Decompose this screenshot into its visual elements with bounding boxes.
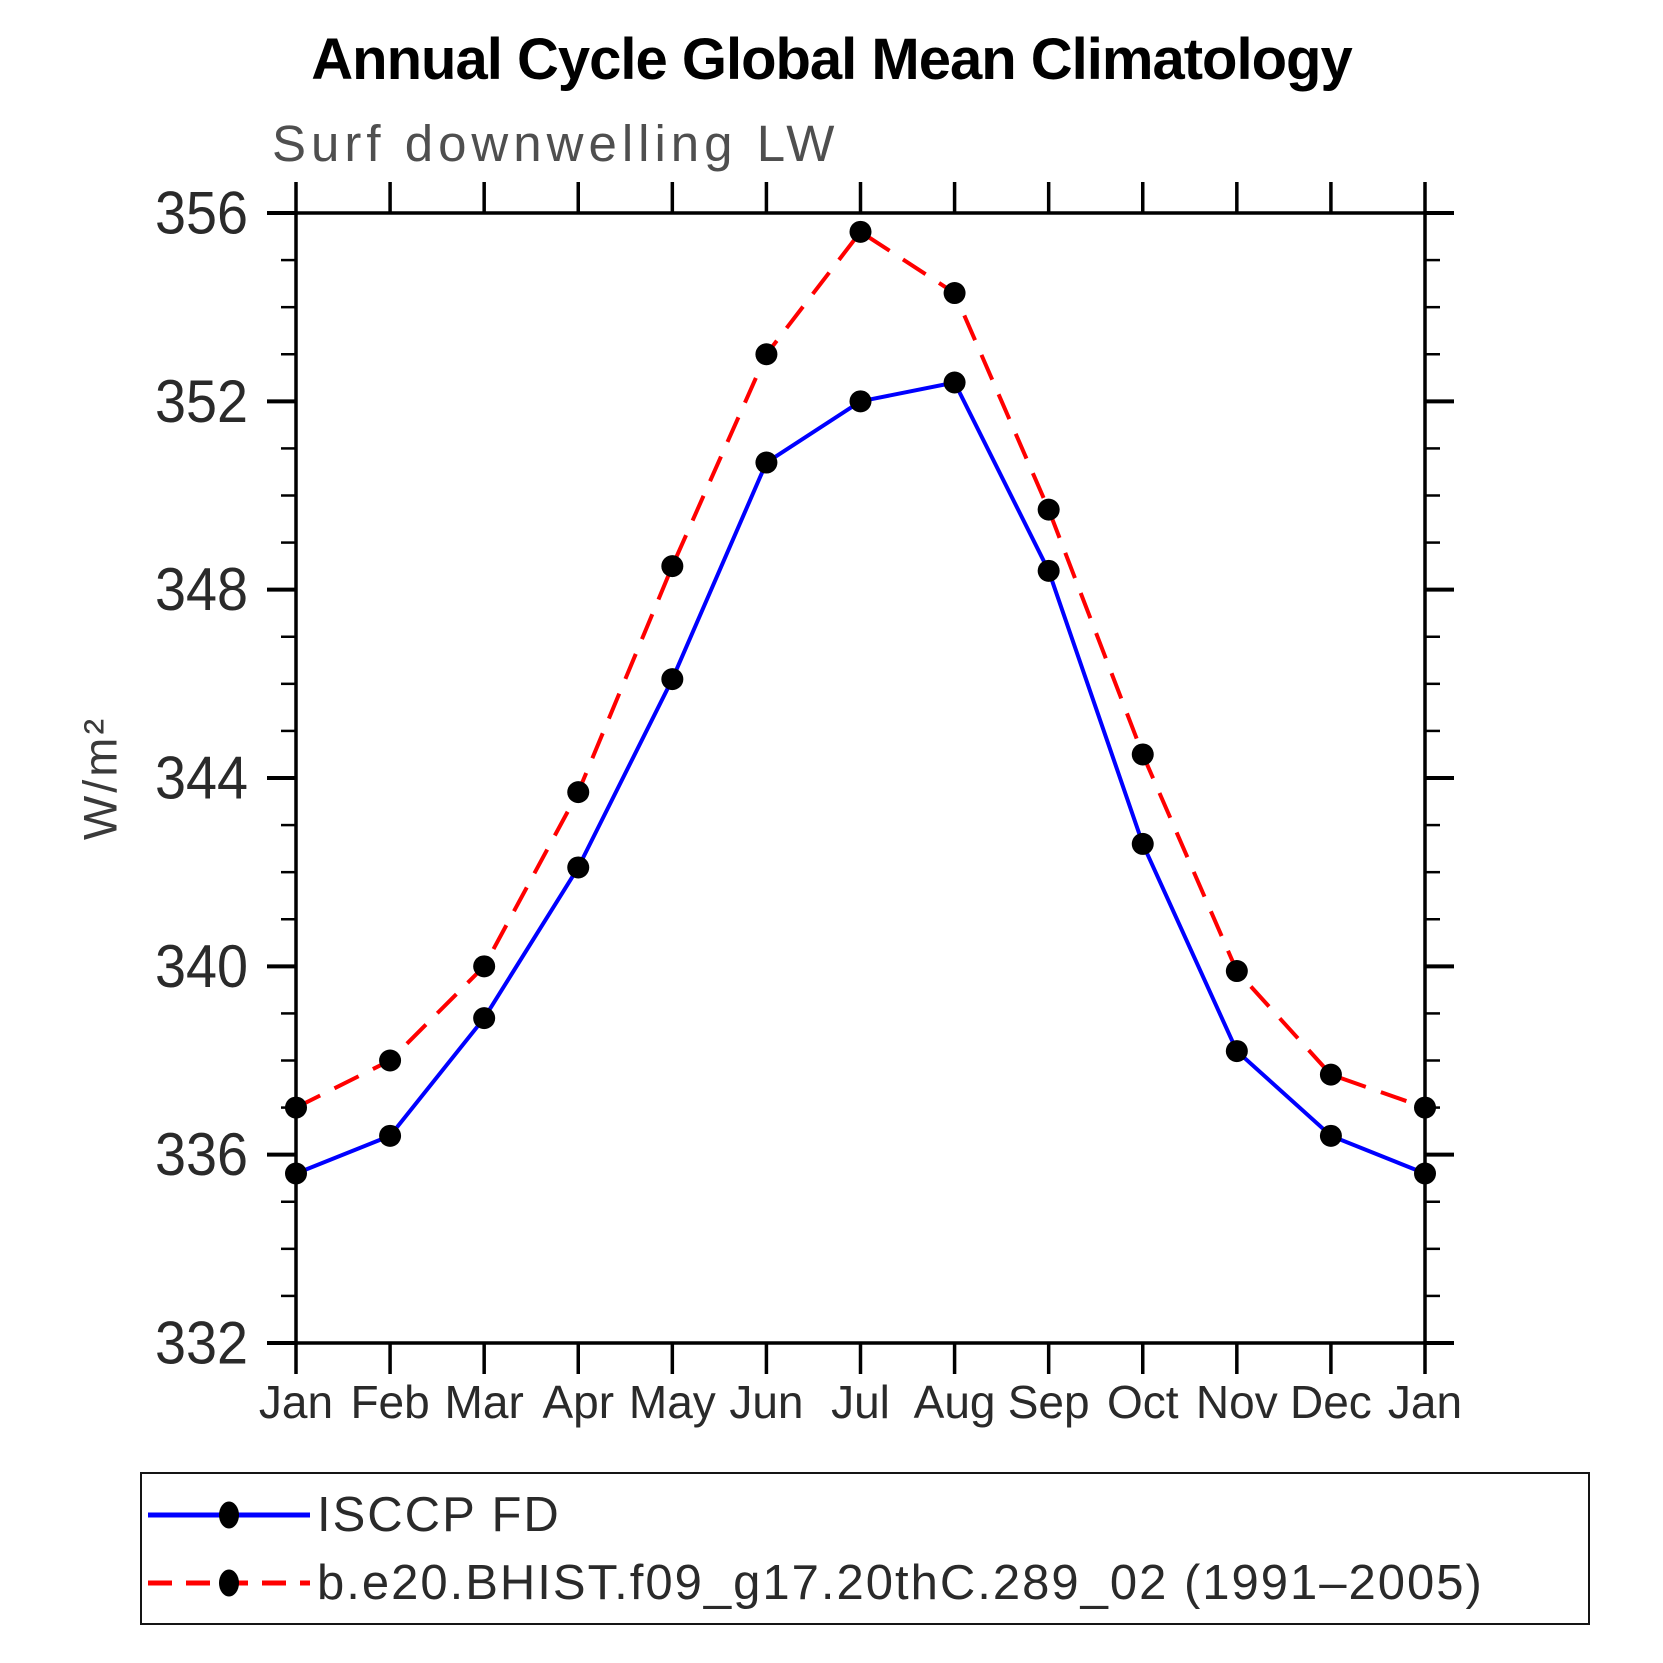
data-point-marker <box>1319 1063 1342 1086</box>
x-tick-label: Jan <box>259 1376 333 1428</box>
legend-box: ISCCP FD b.e20.BHIST.f09_g17.20thC.289_0… <box>140 1472 1590 1625</box>
data-point-marker <box>1131 832 1154 855</box>
legend-label-isccp-fd: ISCCP FD <box>317 1488 561 1542</box>
x-tick-label: May <box>629 1376 716 1428</box>
x-tick-label: Jan <box>1388 1376 1462 1428</box>
plot-border <box>294 211 1427 1345</box>
data-point-marker <box>379 1124 402 1147</box>
x-tick-label: Sep <box>1008 1376 1090 1428</box>
y-tick-label: 356 <box>155 180 248 247</box>
chart-subtitle: Surf downwelling LW <box>272 115 840 172</box>
x-tick-label: Nov <box>1196 1376 1278 1428</box>
y-tick-label: 340 <box>155 933 248 1000</box>
data-point-marker <box>473 1007 496 1030</box>
chart-title: Annual Cycle Global Mean Climatology <box>311 27 1352 92</box>
y-tick-label: 332 <box>155 1310 248 1377</box>
legend-sample-solid-line <box>148 1501 310 1529</box>
data-point-marker <box>849 220 872 243</box>
data-point-marker <box>755 451 778 474</box>
data-point-marker <box>285 1162 307 1185</box>
data-point-marker <box>379 1049 402 1072</box>
data-point-marker <box>1037 498 1060 521</box>
x-tick-label: Mar <box>445 1376 524 1428</box>
data-point-marker <box>661 668 684 691</box>
data-point-marker <box>567 856 590 879</box>
series-line-model-run <box>295 229 1426 1110</box>
data-point-marker <box>1414 1162 1436 1185</box>
x-tick-label: Apr <box>542 1376 614 1428</box>
x-tick-label: Jul <box>831 1376 890 1428</box>
x-tick-label: Dec <box>1290 1376 1372 1428</box>
y-tick-label: 348 <box>155 556 248 623</box>
data-point-marker <box>1037 559 1060 582</box>
data-point-marker <box>661 555 684 578</box>
data-point-marker <box>943 282 966 305</box>
data-point-marker <box>755 343 778 366</box>
x-tick-label: Feb <box>350 1376 429 1428</box>
data-point-marker <box>943 371 966 394</box>
series-line-isccp-fd <box>295 380 1426 1176</box>
data-point-marker <box>1131 743 1154 766</box>
data-point-marker <box>1225 960 1248 983</box>
data-point-marker <box>849 390 872 413</box>
data-point-marker <box>567 781 590 804</box>
legend-sample-dashed-line <box>148 1569 310 1597</box>
legend-label-model-run: b.e20.BHIST.f09_g17.20thC.289_02 (1991–2… <box>317 1556 1484 1610</box>
data-point-marker <box>473 955 496 978</box>
data-point-marker <box>285 1096 307 1119</box>
data-point-marker <box>1225 1040 1248 1063</box>
legend-entry-isccp-fd: ISCCP FD <box>145 1488 561 1542</box>
x-tick-label: Aug <box>914 1376 996 1428</box>
y-tick-label: 344 <box>155 745 248 812</box>
y-tick-label: 336 <box>155 1121 248 1188</box>
data-point-marker <box>1319 1124 1342 1147</box>
y-tick-label: 352 <box>155 368 248 435</box>
x-tick-label: Oct <box>1107 1376 1179 1428</box>
legend-entry-model-run: b.e20.BHIST.f09_g17.20thC.289_02 (1991–2… <box>145 1556 1484 1610</box>
data-point-marker <box>1414 1096 1436 1119</box>
x-tick-label: Jun <box>729 1376 803 1428</box>
